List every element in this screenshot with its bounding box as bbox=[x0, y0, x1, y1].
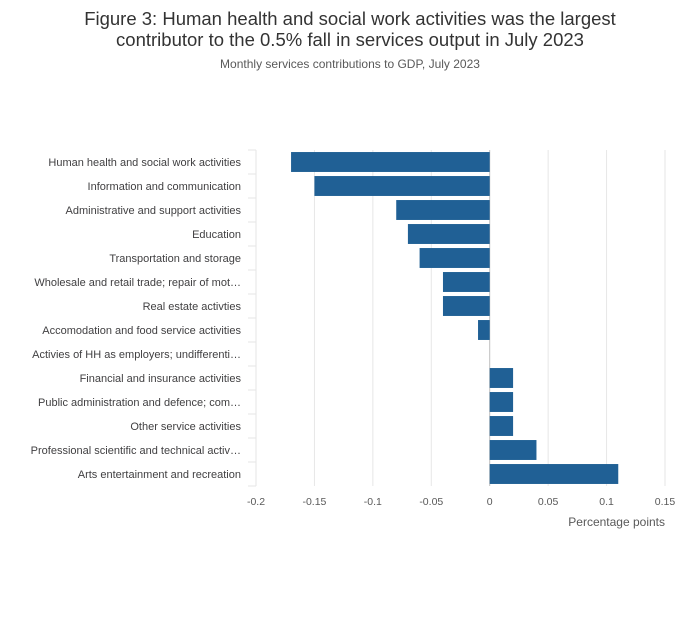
bar bbox=[478, 320, 490, 340]
category-label: Arts entertainment and recreation bbox=[78, 469, 241, 481]
bar bbox=[442, 272, 490, 292]
category-label: Wholesale and retail trade; repair of mo… bbox=[34, 277, 241, 289]
category-label: Administrative and support activities bbox=[66, 205, 242, 217]
x-tick-label: -0.2 bbox=[247, 496, 265, 508]
x-tick-label: -0.15 bbox=[302, 496, 326, 508]
category-label: Other service activities bbox=[130, 421, 241, 433]
category-label: Education bbox=[192, 229, 241, 241]
x-tick-label: 0 bbox=[487, 496, 493, 508]
category-label: Accomodation and food service activities bbox=[42, 325, 241, 337]
bar bbox=[291, 152, 490, 172]
x-tick-label: 0.05 bbox=[538, 496, 559, 508]
x-tick-label: -0.1 bbox=[364, 496, 382, 508]
x-tick-label: -0.05 bbox=[419, 496, 443, 508]
category-label: Information and communication bbox=[88, 181, 241, 193]
bar bbox=[442, 296, 490, 316]
chart-subtitle: Monthly services contributions to GDP, J… bbox=[220, 57, 480, 71]
bar bbox=[396, 200, 490, 220]
category-label: Transportation and storage bbox=[109, 253, 241, 265]
bar bbox=[489, 416, 514, 436]
category-label: Financial and insurance activities bbox=[80, 373, 242, 385]
category-label: Real estate activties bbox=[143, 301, 242, 313]
bar bbox=[489, 392, 514, 412]
x-axis-title: Percentage points bbox=[568, 515, 665, 529]
bar bbox=[407, 224, 490, 244]
x-tick-label: 0.1 bbox=[599, 496, 614, 508]
bar bbox=[489, 464, 619, 484]
bar bbox=[419, 248, 490, 268]
x-tick-label: 0.15 bbox=[655, 496, 676, 508]
bar bbox=[489, 440, 537, 460]
bar bbox=[314, 176, 490, 196]
chart-title-line-1: Figure 3: Human health and social work a… bbox=[84, 8, 616, 29]
chart-title: Figure 3: Human health and social work a… bbox=[0, 8, 700, 50]
chart-title-line-2: contributor to the 0.5% fall in services… bbox=[116, 29, 584, 50]
category-label: Professional scientific and technical ac… bbox=[31, 445, 241, 457]
category-label: Public administration and defence; com… bbox=[38, 397, 241, 409]
category-label: Activies of HH as employers; undifferent… bbox=[32, 349, 241, 361]
bar bbox=[489, 368, 514, 388]
category-label: Human health and social work activities bbox=[48, 157, 241, 169]
